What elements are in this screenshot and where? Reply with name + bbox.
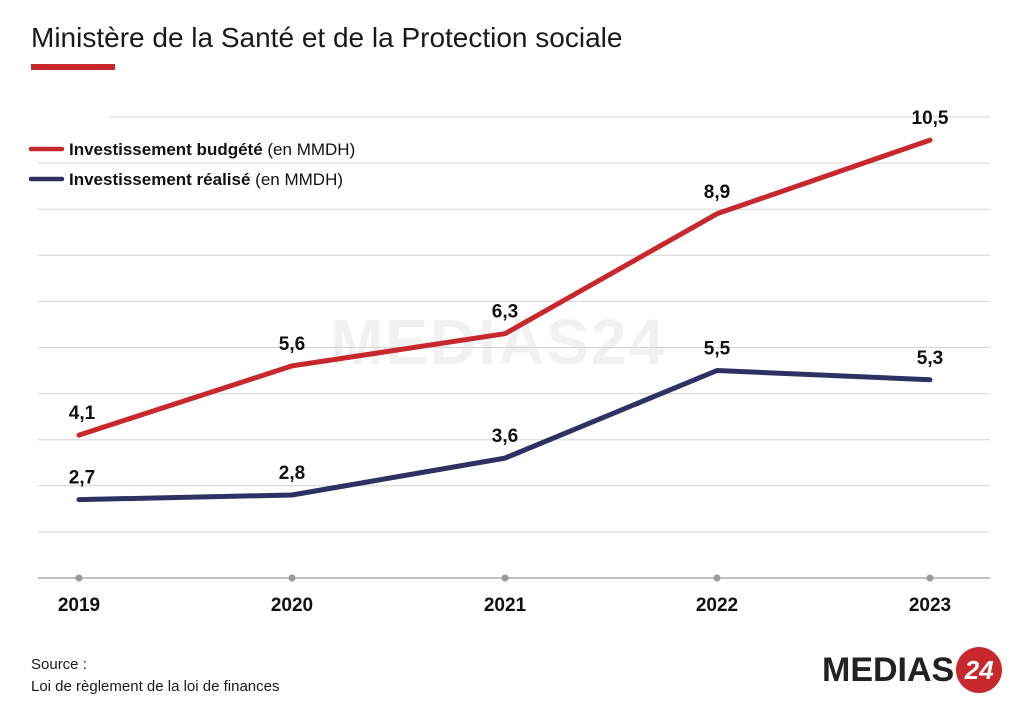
data-labels: 4,1 5,6 6,3 8,9 10,5 2,7 2,8 3,6 5,5 5,3	[69, 108, 949, 489]
data-label: 5,5	[704, 339, 731, 360]
legend-label: Investissement réalisé (en MMDH)	[69, 170, 343, 189]
data-label: 2,7	[69, 468, 95, 489]
x-tick-dot	[75, 574, 83, 582]
medias24-logo: MEDIAS 24	[822, 645, 1003, 695]
logo-badge: 24	[956, 647, 1003, 693]
watermark-logo: MEDIAS24	[330, 306, 667, 378]
data-label: 8,9	[704, 182, 730, 203]
x-tick-dot	[926, 574, 934, 582]
logo-text: MEDIAS	[822, 650, 955, 689]
title-accent-bar	[31, 64, 115, 70]
series-line-budgete	[76, 137, 933, 438]
x-tick-label: 2023	[909, 595, 951, 616]
legend-label: Investissement budgété (en MMDH)	[69, 140, 355, 159]
data-label: 5,6	[279, 334, 305, 355]
data-label: 10,5	[912, 108, 949, 129]
x-tick-label: 2021	[484, 595, 527, 616]
source-label: Source :	[31, 656, 87, 673]
chart-title: Ministère de la Santé et de la Protectio…	[31, 22, 623, 53]
series-lines	[76, 137, 933, 503]
data-label: 5,3	[917, 348, 943, 369]
x-tick-dot	[288, 574, 296, 582]
source-text: Loi de règlement de la loi de finances	[31, 678, 280, 695]
legend: Investissement budgété (en MMDH) Investis…	[28, 140, 355, 189]
data-label: 2,8	[279, 463, 305, 484]
x-tick-label: 2019	[58, 595, 100, 616]
x-tick-label: 2022	[696, 595, 738, 616]
data-label: 3,6	[492, 426, 518, 447]
grid-lines	[38, 116, 990, 579]
x-axis: 2019 2020 2021 2022 2023	[58, 574, 951, 616]
data-label: 4,1	[69, 403, 96, 424]
series-line-realise	[76, 368, 933, 503]
x-tick-dot	[501, 574, 509, 582]
x-tick-dot	[713, 574, 721, 582]
data-label: 6,3	[492, 302, 518, 323]
x-tick-label: 2020	[271, 595, 313, 616]
